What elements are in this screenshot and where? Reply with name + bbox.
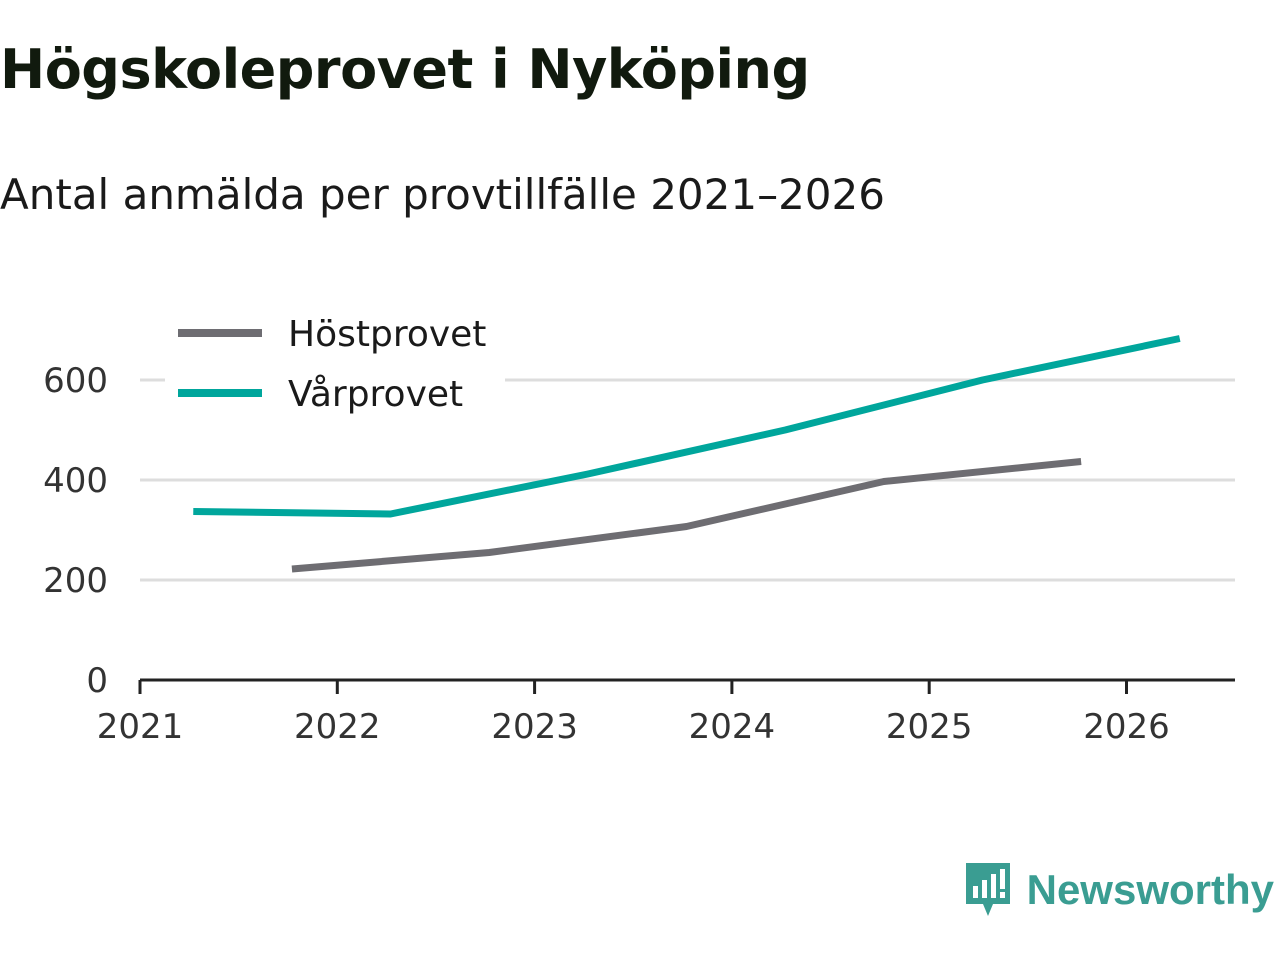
series-lines bbox=[193, 335, 1181, 573]
y-tick-label: 400 bbox=[43, 461, 108, 501]
series-line-0 bbox=[291, 458, 1082, 573]
y-tick-label: 200 bbox=[43, 561, 108, 601]
legend-background bbox=[165, 300, 505, 430]
chart-title: Högskoleprovet i Nyköping bbox=[0, 38, 810, 101]
legend-label: Höstprovet bbox=[288, 314, 486, 355]
brand-name: Newsworthy bbox=[1026, 866, 1274, 913]
x-tick-label: 2025 bbox=[886, 707, 973, 747]
x-tick-label: 2023 bbox=[491, 707, 578, 747]
x-tick-label: 2026 bbox=[1083, 707, 1170, 747]
legend: Höstprovet Vårprovet bbox=[165, 300, 505, 430]
y-tick-label: 600 bbox=[43, 361, 108, 401]
x-tick-label: 2024 bbox=[689, 707, 776, 747]
chart-subtitle: Antal anmälda per provtillfälle 2021–202… bbox=[0, 170, 885, 219]
x-tick-label: 2022 bbox=[294, 707, 381, 747]
y-tick-labels: 0 200 400 600 bbox=[43, 361, 108, 701]
legend-label: Vårprovet bbox=[288, 374, 463, 415]
y-tick-label: 0 bbox=[86, 661, 108, 701]
x-axis: 2021 2022 2023 2024 2025 2026 bbox=[97, 678, 1235, 747]
x-tick-label: 2021 bbox=[97, 707, 184, 747]
series-line-1 bbox=[193, 335, 1181, 518]
newsworthy-icon bbox=[965, 863, 1010, 916]
brand-logo: Newsworthy bbox=[963, 860, 1274, 920]
